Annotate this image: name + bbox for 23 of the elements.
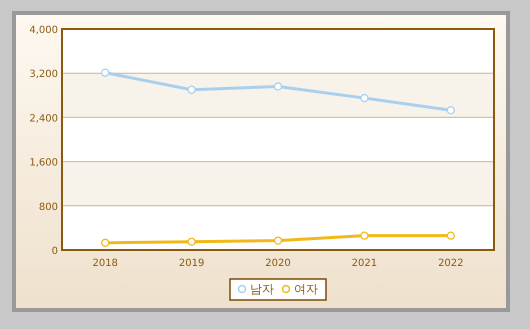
point (101, 68, 110, 77)
point (360, 94, 369, 102)
y-tick-label: 2,400 (29, 113, 58, 124)
x-tick-label: 2021 (352, 258, 378, 269)
y-tick-label: 800 (38, 202, 58, 213)
y-tick-label: 4,000 (29, 25, 58, 36)
point (101, 238, 110, 247)
point (446, 106, 455, 114)
x-tick-label: 2018 (92, 258, 118, 269)
y-tick-label: 1,600 (29, 158, 58, 169)
x-tick-label: 2022 (438, 258, 464, 269)
y-tick-label: 3,200 (29, 69, 58, 80)
point (187, 238, 196, 246)
point (274, 236, 282, 245)
point (446, 231, 455, 240)
point (360, 231, 369, 240)
y-tick-label: 0 (52, 246, 58, 257)
point (274, 82, 282, 91)
x-tick-label: 2019 (178, 258, 204, 269)
point (187, 86, 196, 94)
legend-label: 여자 (294, 282, 318, 296)
legend-label: 남자 (250, 282, 274, 296)
x-tick-label: 2020 (265, 258, 291, 269)
